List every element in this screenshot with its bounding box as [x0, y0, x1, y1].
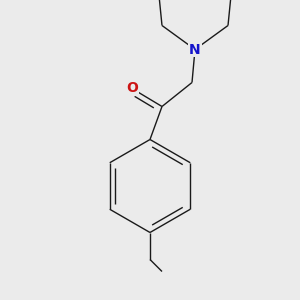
Text: N: N	[189, 43, 201, 56]
Text: O: O	[126, 82, 138, 95]
